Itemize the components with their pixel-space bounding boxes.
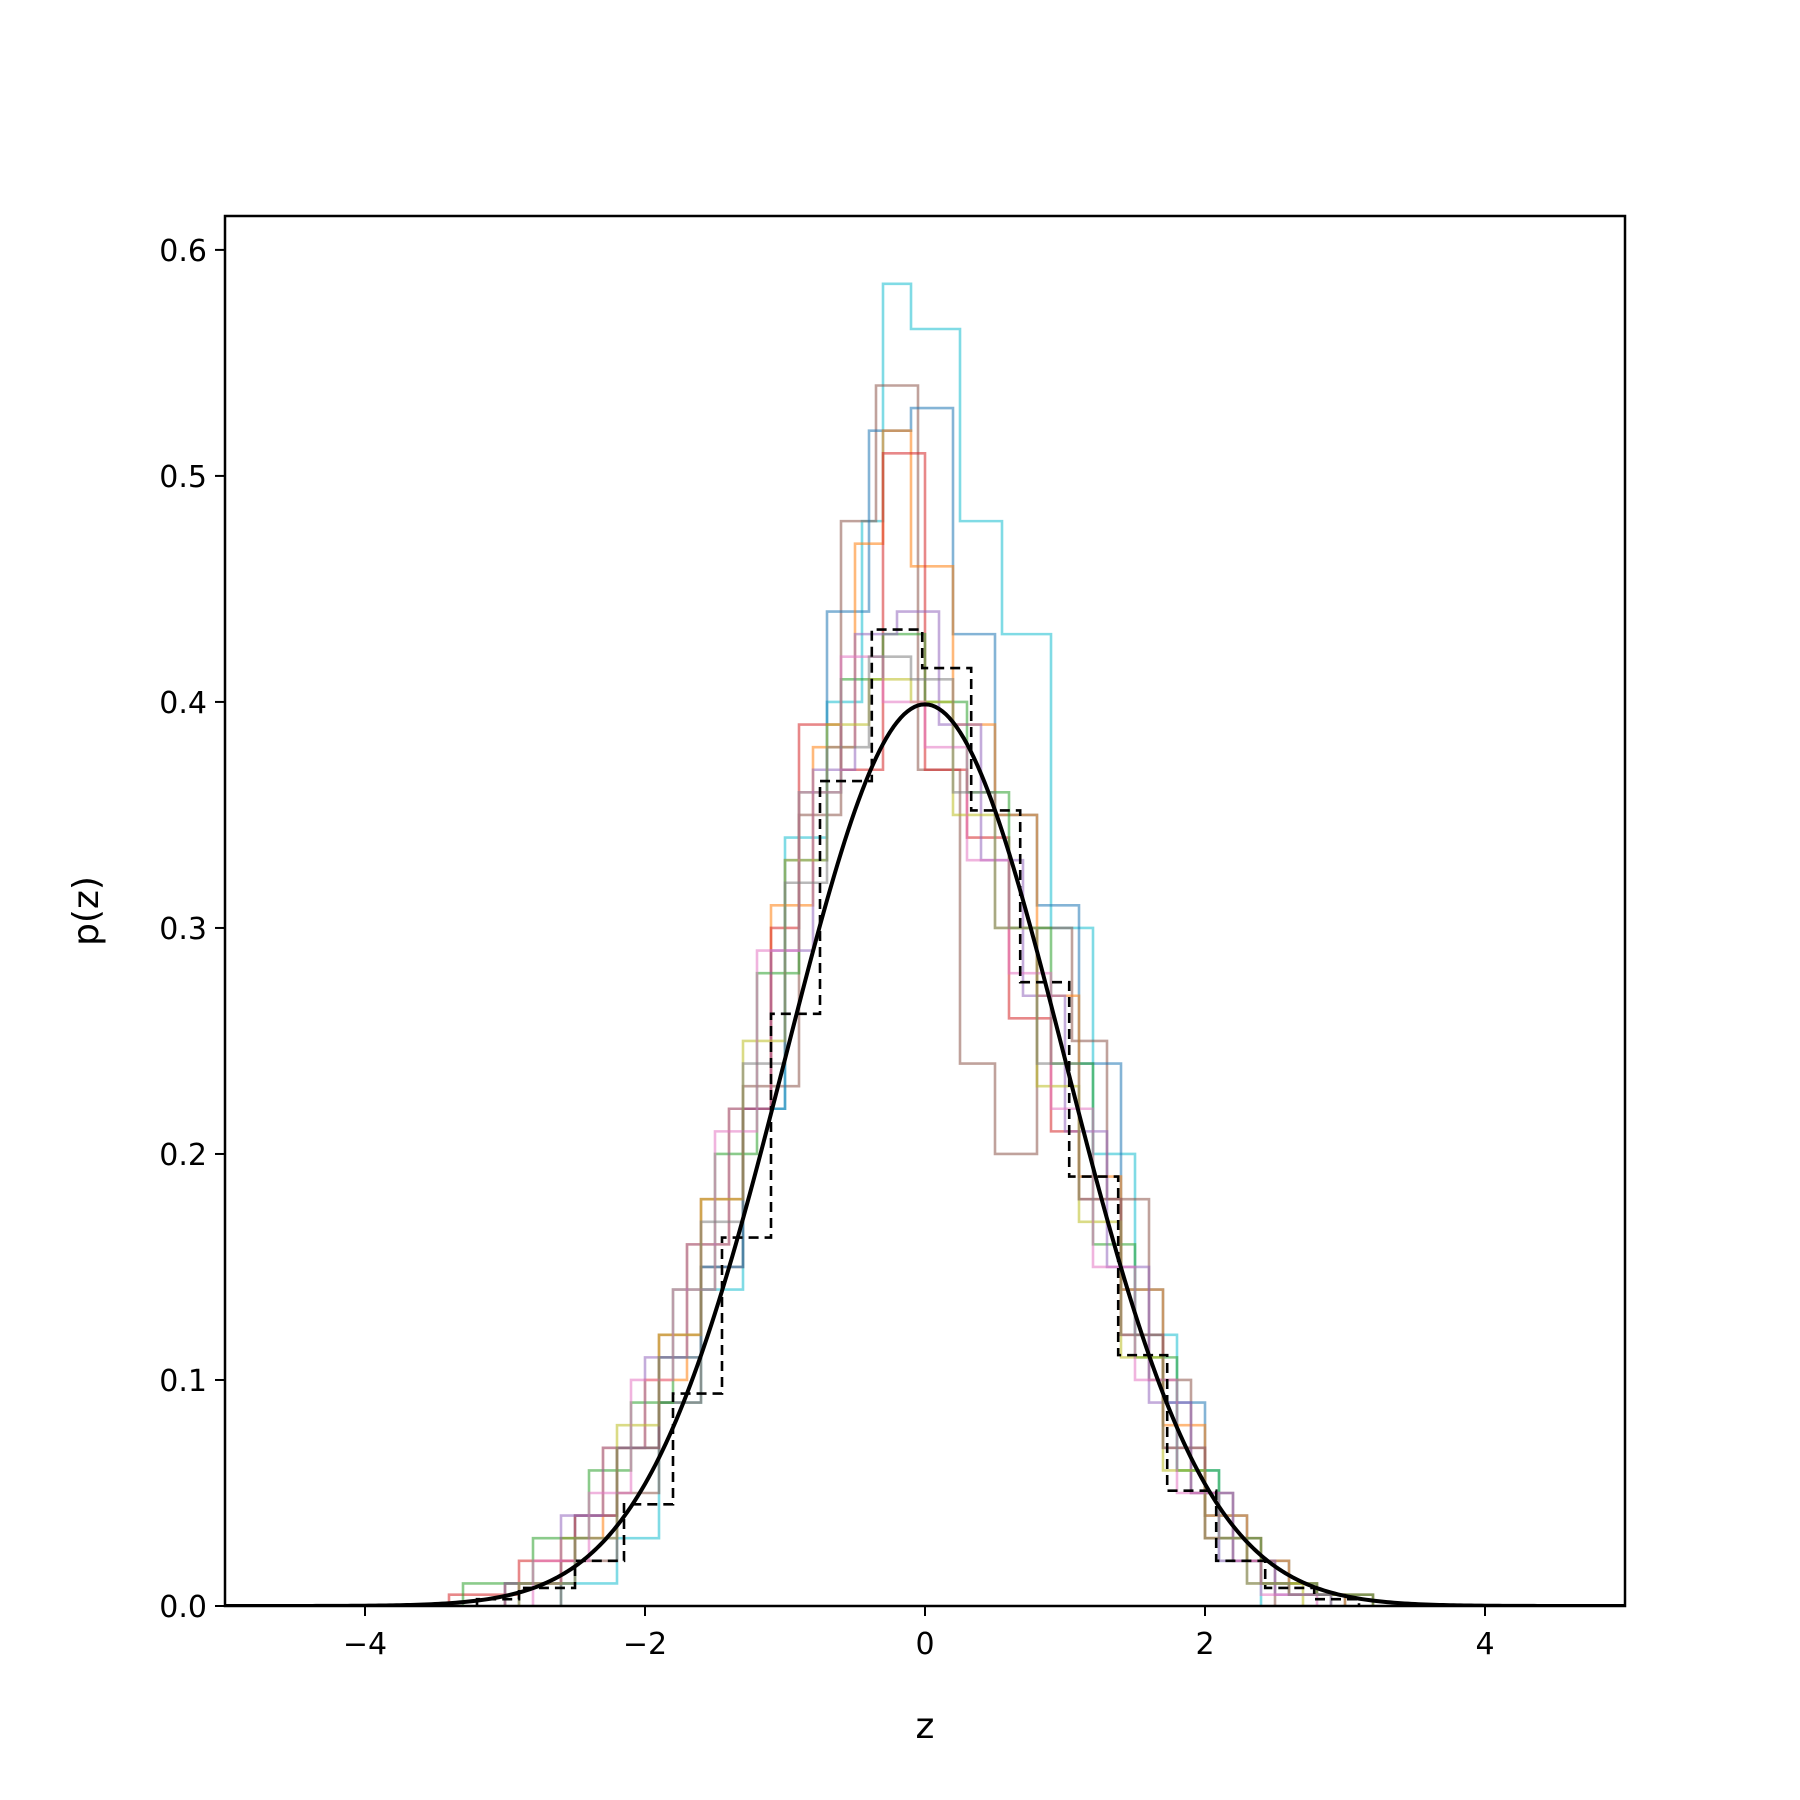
histogram-sample-9 [531, 655, 1319, 1606]
y-tick-label: 0.5 [159, 460, 207, 495]
x-tick-label: 0 [915, 1627, 934, 1662]
y-tick-label: 0.1 [159, 1364, 207, 1399]
series-layer [225, 282, 1625, 1606]
y-tick-label: 0.0 [159, 1590, 207, 1625]
x-tick-label: −4 [343, 1627, 387, 1662]
y-tick-label: 0.2 [159, 1138, 207, 1173]
x-tick-label: −2 [623, 1627, 667, 1662]
y-axis-label: p(z) [66, 876, 107, 946]
histogram-sample-10 [517, 655, 1333, 1606]
x-tick-label: 4 [1475, 1627, 1494, 1662]
x-axis-label: z [916, 1706, 935, 1747]
x-axis: −4 −2 0 2 4 [343, 1606, 1495, 1662]
histogram-dashed-reference [475, 628, 1361, 1606]
y-axis: 0.0 0.1 0.2 0.3 0.4 0.5 0.6 [159, 234, 225, 1625]
normal-pdf-curve [225, 702, 1625, 1606]
y-tick-label: 0.6 [159, 234, 207, 269]
x-tick-label: 2 [1195, 1627, 1214, 1662]
y-tick-label: 0.3 [159, 912, 207, 947]
y-tick-label: 0.4 [159, 686, 207, 721]
